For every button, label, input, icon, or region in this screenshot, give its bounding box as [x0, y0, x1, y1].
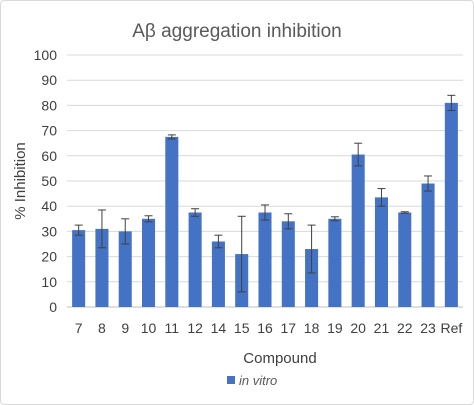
y-tick-label: 40	[41, 198, 57, 214]
legend-swatch	[227, 376, 235, 384]
error-bar	[284, 213, 293, 230]
x-tick-label: 22	[397, 320, 413, 336]
y-tick-label: 10	[41, 274, 57, 290]
bar	[142, 218, 156, 307]
y-axis-label: % Inhibition	[12, 142, 29, 220]
x-axis-ticks: 7 8 9 10 11 12 14 15 16 17 18 19 20 21 22 23 Ref	[75, 320, 463, 336]
y-tick-label: 70	[41, 123, 57, 139]
y-tick-label: 60	[41, 148, 57, 164]
y-tick-label: 80	[41, 97, 57, 113]
x-axis-label: Compound	[243, 350, 316, 367]
x-tick-label: 10	[141, 320, 157, 336]
y-tick-label: 100	[34, 47, 58, 63]
error-bar	[307, 224, 316, 274]
y-tick-label: 30	[41, 223, 57, 239]
x-tick-label: 12	[187, 320, 203, 336]
bar	[398, 212, 412, 307]
error-bar	[330, 216, 339, 222]
error-bar	[261, 204, 269, 221]
legend-label: in vitro	[239, 373, 277, 388]
error-bar	[97, 209, 106, 249]
x-tick-label: Ref	[440, 320, 462, 336]
bar	[444, 102, 458, 307]
error-bar	[214, 234, 223, 249]
x-tick-label: 17	[281, 320, 297, 336]
bar	[351, 154, 365, 307]
error-bar	[377, 188, 386, 207]
y-tick-label: 90	[41, 72, 57, 88]
x-tick-label: 7	[75, 320, 83, 336]
chart-title: Aβ aggregation inhibition	[132, 21, 342, 42]
error-bar	[74, 224, 83, 236]
error-bar	[121, 218, 130, 245]
error-bar	[144, 215, 153, 223]
bar	[165, 136, 179, 307]
bar	[95, 228, 109, 307]
x-tick-label: 20	[350, 320, 366, 336]
bar	[118, 231, 132, 307]
x-tick-label: 19	[327, 320, 343, 336]
error-bars	[74, 94, 456, 293]
x-tick-label: 9	[121, 320, 129, 336]
error-bar	[354, 142, 363, 167]
error-bar	[237, 215, 246, 293]
error-bar	[424, 175, 433, 192]
bar	[72, 230, 86, 307]
bar	[305, 249, 319, 307]
x-tick-label: 11	[165, 320, 180, 336]
bar	[421, 183, 435, 307]
legend: in vitro	[227, 373, 277, 388]
y-tick-label: 20	[41, 249, 57, 265]
bar	[188, 212, 202, 307]
y-tick-label: 50	[41, 173, 57, 189]
y-tick-label: 0	[49, 299, 57, 315]
bar	[258, 212, 272, 307]
error-bar	[447, 94, 456, 111]
x-tick-label: 23	[420, 320, 436, 336]
x-tick-label: 8	[98, 320, 106, 336]
x-tick-label: 21	[374, 320, 390, 336]
bar	[328, 218, 342, 307]
x-tick-label: 18	[304, 320, 320, 336]
error-bar	[191, 208, 200, 217]
bar	[281, 221, 295, 307]
x-tick-label: 15	[234, 320, 250, 336]
bar	[211, 241, 225, 307]
error-bar	[167, 134, 176, 140]
x-tick-label: 14	[211, 320, 227, 336]
x-tick-label: 16	[257, 320, 273, 336]
y-axis-ticks: 0 10 20 30 40 50 60 70 80 90 100	[34, 47, 58, 315]
bar	[374, 197, 388, 307]
error-bar	[400, 211, 409, 214]
